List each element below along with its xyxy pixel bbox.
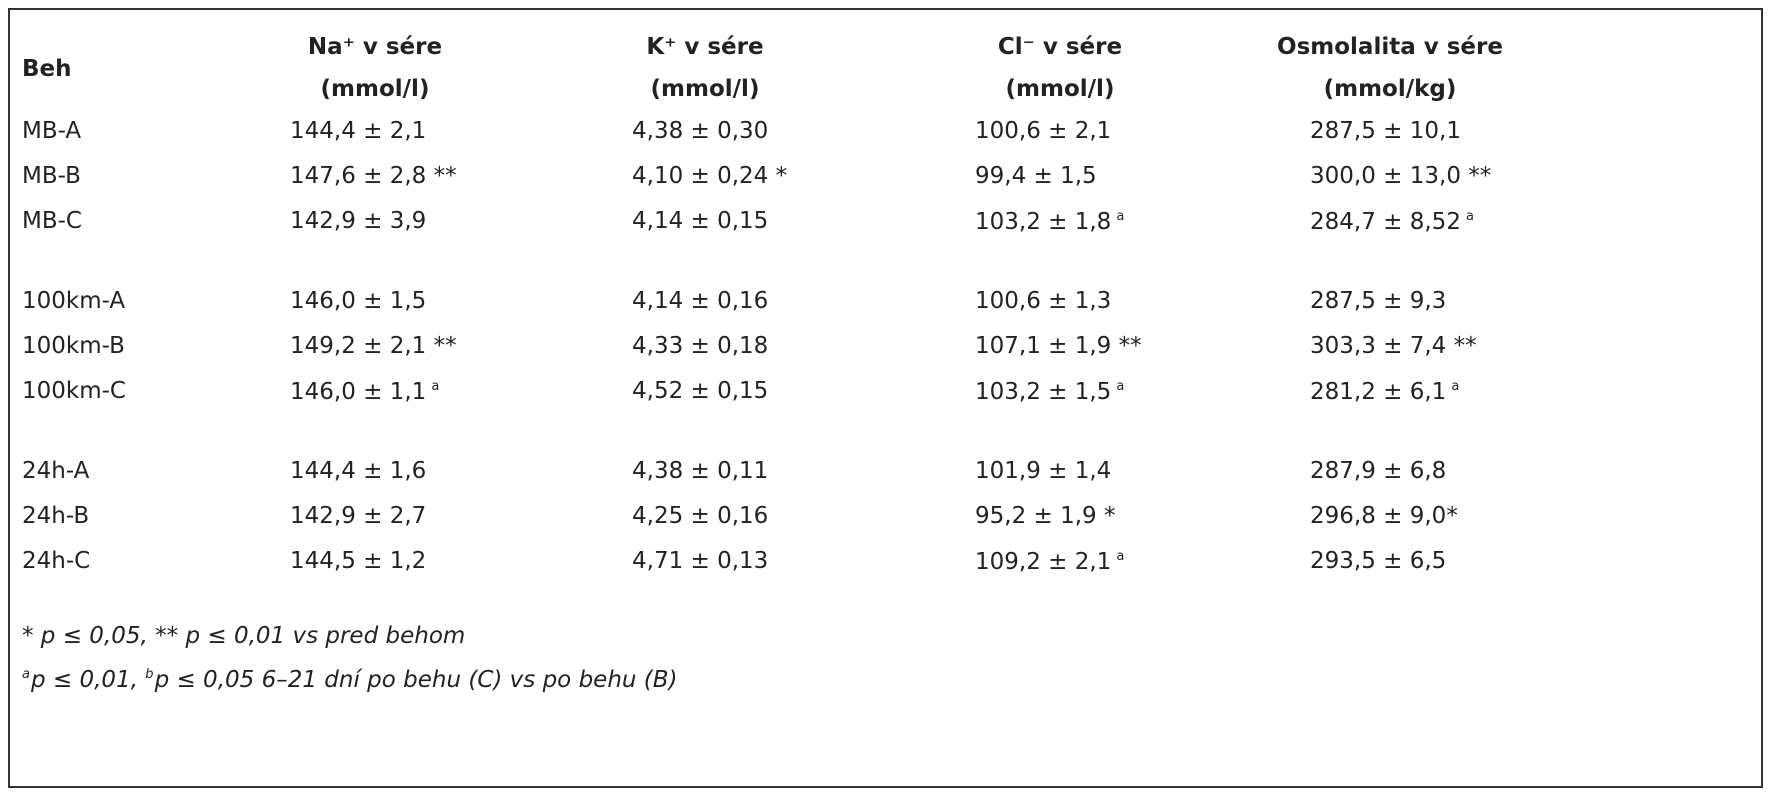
- row-label: 100km-C: [22, 378, 126, 404]
- cell: 4,38 ± 0,30: [632, 118, 769, 144]
- cell: 99,4 ± 1,5: [975, 163, 1097, 189]
- header-unit: (mmol/kg): [1323, 76, 1457, 102]
- footnote-text: p ≤ 0,01,: [30, 667, 146, 693]
- header-cell: Na⁺ v sére: [307, 34, 443, 60]
- header-unit: (mmol/l): [320, 76, 430, 102]
- header-unit: (mmol/l): [650, 76, 760, 102]
- cell: 103,2 ± 1,8 a: [975, 210, 1124, 234]
- cell: 4,25 ± 0,16: [632, 503, 769, 529]
- header-unit: (mmol/l): [1005, 76, 1115, 102]
- row-label: MB-C: [22, 208, 82, 234]
- cell: 4,14 ± 0,16: [632, 288, 769, 314]
- cell: 144,4 ± 1,6: [290, 458, 427, 484]
- cell: 149,2 ± 2,1 **: [290, 333, 457, 359]
- cell-note: a: [431, 379, 440, 394]
- cell-note: a: [1451, 379, 1460, 394]
- cell: 281,2 ± 6,1 a: [1310, 380, 1459, 404]
- cell: 287,9 ± 6,8: [1310, 458, 1447, 484]
- cell: 284,7 ± 8,52 a: [1310, 210, 1474, 234]
- table-frame: [8, 8, 1763, 788]
- cell: 101,9 ± 1,4: [975, 458, 1112, 484]
- header-cell: Cl⁻ v sére: [997, 34, 1123, 60]
- cell: 147,6 ± 2,8 **: [290, 163, 457, 189]
- cell: 144,4 ± 2,1: [290, 118, 427, 144]
- cell-value: 109,2 ± 2,1: [975, 549, 1112, 575]
- cell: 107,1 ± 1,9 **: [975, 333, 1142, 359]
- cell: 100,6 ± 1,3: [975, 288, 1112, 314]
- header-cell: Osmolalita v sére: [1277, 34, 1503, 60]
- cell: 95,2 ± 1,9 *: [975, 503, 1116, 529]
- cell: 287,5 ± 9,3: [1310, 288, 1447, 314]
- cell: 303,3 ± 7,4 **: [1310, 333, 1477, 359]
- cell: 293,5 ± 6,5: [1310, 548, 1447, 574]
- row-label: 100km-B: [22, 333, 125, 359]
- header-cell: K⁺ v sére: [646, 34, 764, 60]
- cell: 4,38 ± 0,11: [632, 458, 769, 484]
- cell: 109,2 ± 2,1 a: [975, 550, 1124, 574]
- footnote: ap ≤ 0,01, bp ≤ 0,05 6–21 dní po behu (C…: [22, 668, 678, 692]
- cell: 142,9 ± 3,9: [290, 208, 427, 234]
- cell: 4,71 ± 0,13: [632, 548, 769, 574]
- row-label: MB-B: [22, 163, 81, 189]
- cell: 300,0 ± 13,0 **: [1310, 163, 1492, 189]
- cell-value: 281,2 ± 6,1: [1310, 379, 1447, 405]
- cell: 146,0 ± 1,1 a: [290, 380, 439, 404]
- footnote: * p ≤ 0,05, ** p ≤ 0,01 vs pred behom: [22, 623, 466, 649]
- cell: 287,5 ± 10,1: [1310, 118, 1461, 144]
- cell: 144,5 ± 1,2: [290, 548, 427, 574]
- cell-note: a: [1465, 209, 1474, 224]
- cell: 100,6 ± 2,1: [975, 118, 1112, 144]
- cell-note: a: [1116, 379, 1125, 394]
- footnote-mark: a: [22, 667, 30, 682]
- row-label: 24h-C: [22, 548, 91, 574]
- cell: 4,52 ± 0,15: [632, 378, 769, 404]
- row-label: 100km-A: [22, 288, 126, 314]
- cell-value: 103,2 ± 1,5: [975, 379, 1112, 405]
- row-label: MB-A: [22, 118, 82, 144]
- footnote-mark: b: [145, 667, 154, 682]
- cell-value: 103,2 ± 1,8: [975, 209, 1112, 235]
- row-label: 24h-A: [22, 458, 90, 484]
- cell-value: 146,0 ± 1,1: [290, 379, 427, 405]
- cell-note: a: [1116, 549, 1125, 564]
- cell: 142,9 ± 2,7: [290, 503, 427, 529]
- cell-note: a: [1116, 209, 1125, 224]
- row-label: 24h-B: [22, 503, 90, 529]
- cell: 103,2 ± 1,5 a: [975, 380, 1124, 404]
- header-cell: Beh: [22, 56, 72, 82]
- cell: 4,33 ± 0,18: [632, 333, 769, 359]
- cell: 146,0 ± 1,5: [290, 288, 427, 314]
- cell: 4,14 ± 0,15: [632, 208, 769, 234]
- cell: 296,8 ± 9,0*: [1310, 503, 1458, 529]
- footnote-text: p ≤ 0,05 6–21 dní po behu (C) vs po behu…: [154, 667, 678, 693]
- cell: 4,10 ± 0,24 *: [632, 163, 788, 189]
- cell-value: 284,7 ± 8,52: [1310, 209, 1461, 235]
